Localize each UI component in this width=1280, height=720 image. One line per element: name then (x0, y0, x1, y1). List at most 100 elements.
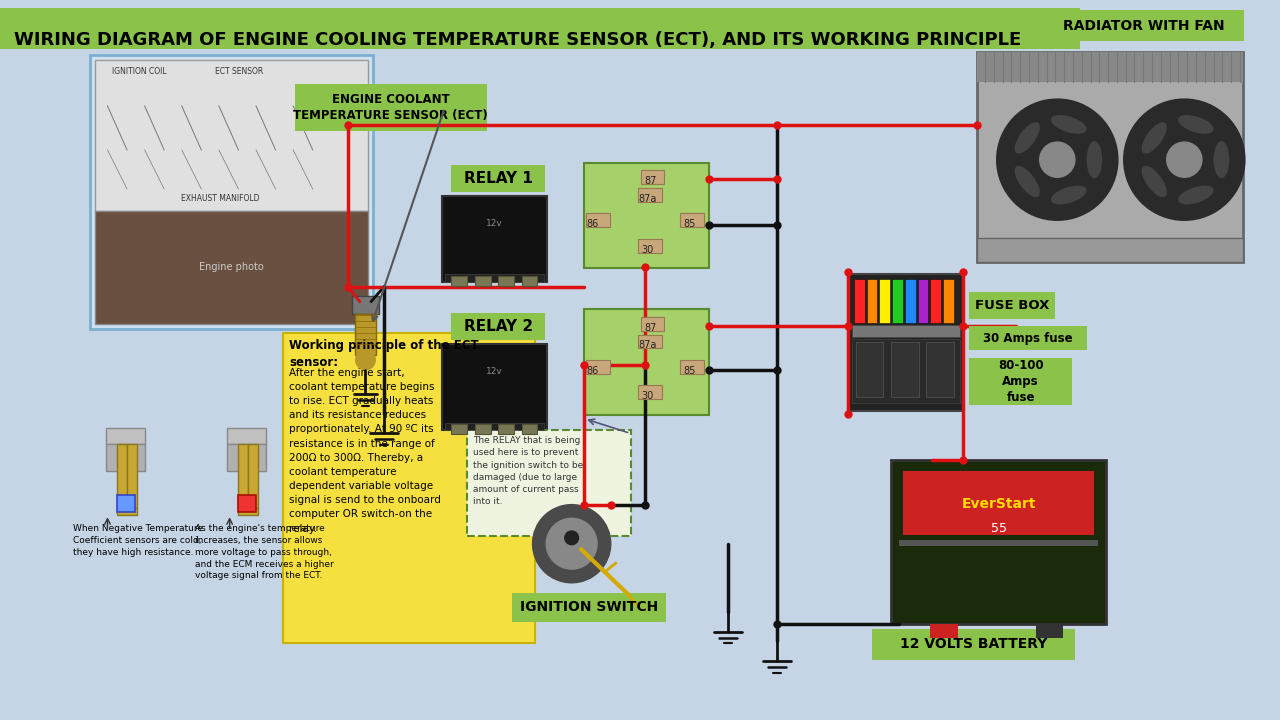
Bar (879, 279, 890, 323)
Bar (905, 279, 915, 323)
Text: 30: 30 (641, 245, 654, 255)
Bar (227, 428, 266, 444)
Bar (680, 360, 704, 374)
Text: 87a: 87a (639, 341, 657, 351)
Text: 87: 87 (645, 323, 657, 333)
Bar (899, 540, 1098, 546)
Bar (452, 313, 545, 341)
Bar (105, 428, 145, 444)
Bar (475, 425, 490, 434)
Bar (969, 358, 1071, 405)
Bar (641, 317, 664, 330)
Bar (852, 325, 960, 336)
Bar (854, 279, 865, 323)
Bar (475, 276, 490, 286)
Text: The RELAY that is being
used here is to prevent
the ignition switch to be
damage: The RELAY that is being used here is to … (472, 436, 584, 506)
Text: 85: 85 (684, 219, 696, 229)
Bar (498, 425, 515, 434)
Ellipse shape (1142, 122, 1167, 153)
Bar (352, 297, 379, 314)
Bar (856, 343, 883, 397)
Bar (95, 60, 369, 212)
Ellipse shape (1087, 141, 1102, 179)
Bar (467, 431, 631, 536)
Bar (522, 425, 538, 434)
Bar (872, 629, 1075, 660)
Bar (891, 343, 919, 397)
Text: 30 Amps fuse: 30 Amps fuse (983, 331, 1073, 344)
Bar (918, 279, 928, 323)
Bar (452, 425, 467, 434)
Circle shape (356, 350, 375, 370)
Bar (931, 624, 957, 637)
Bar (977, 52, 1243, 262)
Bar (452, 165, 545, 192)
Text: 12v: 12v (486, 219, 503, 228)
Bar (227, 444, 266, 472)
Bar (248, 444, 259, 508)
Circle shape (1124, 99, 1245, 220)
Ellipse shape (1178, 186, 1213, 204)
Bar (931, 279, 941, 323)
Text: RELAY 2: RELAY 2 (463, 319, 532, 334)
Text: 85: 85 (684, 366, 696, 376)
Bar (0, 8, 1080, 49)
Bar (641, 171, 664, 184)
Text: EverStart: EverStart (961, 497, 1036, 510)
Text: 86: 86 (586, 219, 598, 229)
Bar (118, 508, 137, 516)
Bar (586, 360, 609, 374)
Text: Working principle of the ECT
sensor:: Working principle of the ECT sensor: (289, 338, 479, 369)
Bar (969, 292, 1055, 319)
Ellipse shape (1142, 166, 1167, 197)
Circle shape (547, 518, 596, 569)
Circle shape (564, 531, 579, 545)
Text: ECT SENSOR: ECT SENSOR (215, 67, 264, 76)
Ellipse shape (1213, 141, 1229, 179)
Bar (585, 309, 709, 415)
Bar (969, 325, 1087, 350)
Bar (105, 444, 145, 472)
Ellipse shape (1178, 115, 1213, 134)
Bar (639, 188, 662, 202)
Bar (118, 495, 134, 513)
Text: 86: 86 (586, 366, 598, 376)
Bar (512, 593, 667, 622)
Text: 87: 87 (645, 176, 657, 186)
Text: FUSE BOX: FUSE BOX (975, 299, 1050, 312)
Bar (891, 459, 1106, 624)
Bar (442, 344, 548, 431)
Bar (95, 212, 369, 324)
Bar (977, 238, 1243, 262)
Bar (238, 444, 248, 508)
Text: IGNITION SWITCH: IGNITION SWITCH (520, 600, 658, 614)
Circle shape (997, 99, 1117, 220)
Bar (892, 279, 902, 323)
Bar (867, 279, 878, 323)
Bar (639, 335, 662, 348)
Bar (452, 276, 467, 286)
Bar (1043, 10, 1244, 42)
Ellipse shape (1051, 115, 1087, 134)
Bar (927, 343, 954, 397)
Bar (639, 385, 662, 399)
Text: EXHAUST MANIFOLD: EXHAUST MANIFOLD (180, 194, 260, 203)
Bar (238, 508, 259, 516)
Text: WIRING DIAGRAM OF ENGINE COOLING TEMPERATURE SENSOR (ECT), AND ITS WORKING PRINC: WIRING DIAGRAM OF ENGINE COOLING TEMPERA… (14, 32, 1021, 50)
Text: IGNITION COIL: IGNITION COIL (113, 67, 166, 76)
Text: 12 VOLTS BATTERY: 12 VOLTS BATTERY (900, 637, 1047, 652)
Bar (498, 276, 515, 286)
Text: RADIATOR WITH FAN: RADIATOR WITH FAN (1062, 19, 1225, 33)
Text: When Negative Temperature
Coefficient sensors are cold,
they have high resistanc: When Negative Temperature Coefficient se… (73, 524, 204, 557)
Bar (296, 84, 486, 131)
Text: After the engine start,
coolant temperature begins
to rise. ECT gradually heats
: After the engine start, coolant temperat… (289, 368, 442, 534)
Circle shape (1039, 142, 1075, 177)
Bar (639, 239, 662, 253)
Text: RELAY 1: RELAY 1 (463, 171, 532, 186)
Bar (522, 276, 538, 286)
Text: 30: 30 (641, 391, 654, 401)
Ellipse shape (1051, 186, 1087, 204)
Bar (90, 55, 374, 329)
Bar (1036, 624, 1064, 637)
Circle shape (532, 505, 611, 582)
